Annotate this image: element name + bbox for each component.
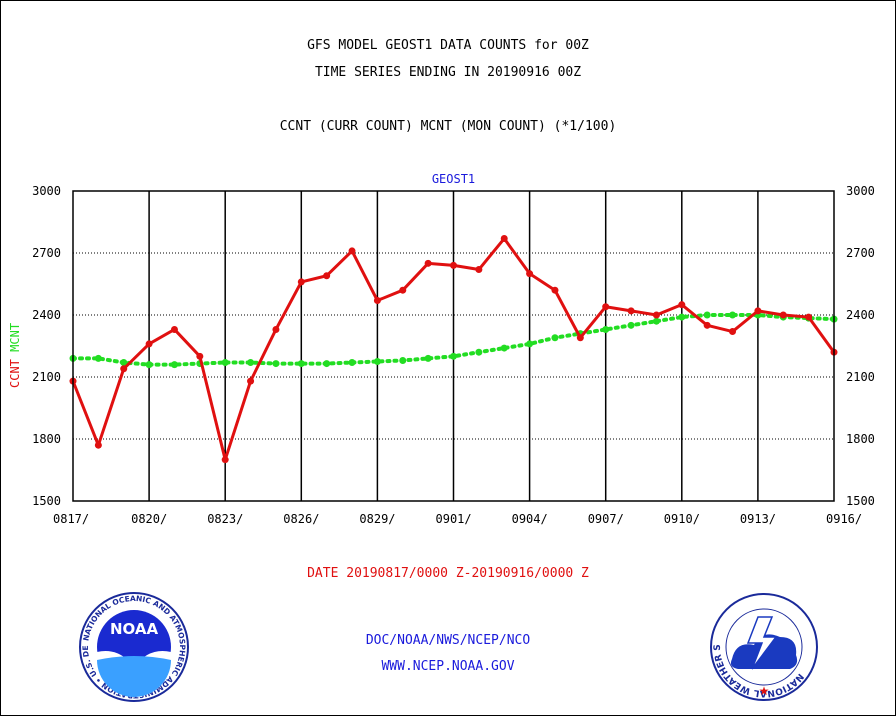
ccnt-point — [576, 334, 584, 342]
x-tick-label: 0904/ — [512, 512, 548, 526]
x-tick-label: 0910/ — [664, 512, 700, 526]
ccnt-point — [94, 441, 102, 449]
y-axis-label: CCNT MCNT — [8, 323, 22, 388]
ccnt-point — [450, 261, 457, 269]
y-axis-label-space — [8, 352, 22, 359]
ccnt-point — [779, 311, 787, 319]
y-tick-label-right: 1800 — [846, 432, 875, 446]
x-tick-label: 0901/ — [436, 512, 472, 526]
y-tick-label-left: 1800 — [32, 432, 61, 446]
date-range-label: DATE 20190817/0000 Z-20190916/0000 Z — [307, 566, 589, 581]
ccnt-point — [348, 247, 356, 255]
mcnt-point — [247, 359, 255, 367]
org-line: DOC/NOAA/NWS/NCEP/NCO — [365, 633, 531, 648]
mcnt-point — [450, 352, 457, 360]
website-link[interactable]: WWW.NCEP.NOAA.GOV — [381, 659, 515, 674]
ccnt-series-layer — [69, 235, 838, 464]
ccnt-point — [754, 307, 762, 315]
y-tick-label-right: 2400 — [846, 308, 875, 322]
mcnt-point — [703, 311, 711, 319]
ccnt-point — [551, 286, 559, 294]
mcnt-point — [221, 359, 229, 367]
noaa-logo: NATIONAL OCEANIC AND ATMOSPHERIC ADMINIS… — [79, 592, 189, 702]
ccnt-point — [247, 377, 255, 385]
ccnt-point — [729, 328, 737, 336]
y-tick-label-left: 2400 — [32, 308, 61, 322]
mcnt-series-layer — [69, 311, 838, 369]
y-tick-label-right: 2100 — [846, 370, 875, 384]
y-tick-label-left: 2100 — [32, 370, 61, 384]
x-tick-label: 0817/ — [53, 512, 89, 526]
x-tick-label: 0826/ — [283, 512, 319, 526]
mcnt-point — [526, 340, 534, 348]
mcnt-point — [170, 361, 178, 369]
grid-layer — [73, 191, 834, 501]
text-layer: 1500 1500 1800 1800 2100 2100 2400 2400 2700 2700… — [8, 172, 875, 526]
title-line-2: TIME SERIES ENDING IN 20190916 00Z — [314, 65, 582, 80]
y-axis-label-ccnt: CCNT — [8, 359, 22, 388]
ccnt-point — [196, 352, 204, 360]
ccnt-point — [602, 303, 610, 311]
mcnt-point — [627, 321, 635, 329]
y-axis-label-mcnt: MCNT — [8, 323, 22, 352]
noaa-text: NOAA — [110, 620, 159, 638]
ccnt-point — [805, 313, 813, 321]
y-tick-label-right: 2700 — [846, 246, 875, 260]
ccnt-point — [145, 340, 153, 348]
ccnt-point — [323, 272, 331, 280]
ccnt-point — [652, 311, 660, 319]
ccnt-point — [475, 266, 483, 274]
ccnt-point — [678, 301, 686, 309]
y-tick-label-left: 1500 — [32, 494, 61, 508]
mcnt-point — [94, 354, 102, 362]
ccnt-point — [399, 286, 407, 294]
ccnt-point — [221, 456, 229, 464]
ccnt-point — [297, 278, 305, 286]
mcnt-point — [652, 317, 660, 325]
chart-title: GEOST1 — [432, 172, 475, 186]
mcnt-point — [120, 359, 128, 367]
ccnt-point — [424, 259, 432, 267]
ccnt-point — [500, 235, 508, 243]
mcnt-point — [475, 348, 483, 356]
y-tick-label-right: 3000 — [846, 184, 875, 198]
ccnt-point — [373, 297, 381, 305]
x-tick-label: 0907/ — [588, 512, 624, 526]
svg-text:★: ★ — [759, 684, 770, 698]
x-tick-label: 0916/ — [826, 512, 862, 526]
mcnt-point — [424, 354, 432, 362]
y-tick-label-left: 2700 — [32, 246, 61, 260]
x-tick-label: 0913/ — [740, 512, 776, 526]
mcnt-point — [729, 311, 737, 319]
mcnt-point — [678, 313, 686, 321]
mcnt-point — [145, 361, 153, 369]
title-line-3: CCNT (CURR COUNT) MCNT (MON COUNT) (*1/1… — [279, 119, 617, 134]
ccnt-point — [703, 321, 711, 329]
y-tick-label-left: 3000 — [32, 184, 61, 198]
axis-layer — [72, 190, 835, 502]
ccnt-point — [526, 270, 534, 278]
ccnt-point — [272, 325, 280, 333]
ccnt-point — [170, 325, 178, 333]
mcnt-point — [399, 356, 407, 364]
mcnt-point — [297, 360, 305, 368]
mcnt-point — [602, 325, 610, 333]
ccnt-point — [120, 365, 128, 373]
mcnt-point — [323, 360, 331, 368]
mcnt-point — [551, 334, 559, 342]
ccnt-point — [627, 307, 635, 315]
mcnt-point — [272, 360, 280, 368]
title-line-1: GFS MODEL GEOST1 DATA COUNTS for 00Z — [307, 38, 589, 53]
mcnt-point — [348, 359, 356, 367]
mcnt-point — [373, 358, 381, 365]
x-tick-label: 0829/ — [359, 512, 395, 526]
nws-logo: NATIONAL WEATHER SERVICE ★ — [710, 593, 818, 701]
y-tick-label-right: 1500 — [846, 494, 875, 508]
x-tick-label: 0823/ — [207, 512, 243, 526]
mcnt-point — [500, 344, 508, 352]
plot-frame — [72, 190, 835, 502]
x-tick-label: 0820/ — [131, 512, 167, 526]
